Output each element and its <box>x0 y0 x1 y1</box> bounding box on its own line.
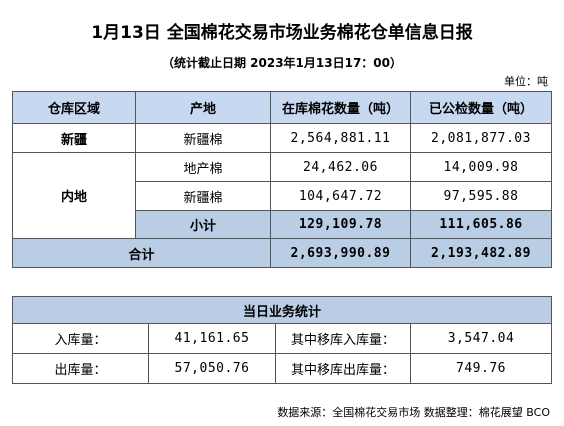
footer: 数据来源：全国棉花交易市场 数据整理：棉花展望 BCO <box>277 406 550 419</box>
origin-cell: 小计 <box>135 210 271 239</box>
total-value: 2,193,482.89 <box>410 238 552 268</box>
title: 1月13日 全国棉花交易市场业务棉花仓单信息日报 <box>91 23 473 43</box>
value-cell: 111,605.86 <box>410 210 552 239</box>
region-cell: 内地 <box>12 152 136 239</box>
unit: 单位：吨 <box>504 75 548 88</box>
region-cell: 新疆 <box>12 123 136 153</box>
value-cell: 2,081,877.03 <box>410 123 552 153</box>
daily-label: 出库量： <box>12 353 149 384</box>
subtitle: （统计截止日期 2023年1月13日17：00） <box>161 56 403 70</box>
value-cell: 97,595.88 <box>410 181 552 211</box>
value-cell: 2,564,881.11 <box>270 123 411 153</box>
value-cell: 104,647.72 <box>270 181 411 211</box>
daily-title: 当日业务统计 <box>12 296 552 324</box>
origin-cell: 新疆棉 <box>135 123 271 153</box>
daily-value: 57,050.76 <box>148 353 276 384</box>
column-header: 在库棉花数量（吨） <box>270 91 411 124</box>
total-value: 2,693,990.89 <box>270 238 411 268</box>
daily-label: 入库量： <box>12 323 149 354</box>
daily-value: 41,161.65 <box>148 323 276 354</box>
daily-label: 其中移库入库量： <box>275 323 411 354</box>
column-header: 产地 <box>135 91 271 124</box>
origin-cell: 新疆棉 <box>135 181 271 211</box>
value-cell: 24,462.06 <box>270 152 411 182</box>
daily-value: 749.76 <box>410 353 552 384</box>
daily-label: 其中移库出库量： <box>275 353 411 384</box>
daily-value: 3,547.04 <box>410 323 552 354</box>
value-cell: 129,109.78 <box>270 210 411 239</box>
column-header: 已公检数量（吨） <box>410 91 552 124</box>
origin-cell: 地产棉 <box>135 152 271 182</box>
value-cell: 14,009.98 <box>410 152 552 182</box>
column-header: 仓库区域 <box>12 91 136 124</box>
total-label: 合计 <box>12 238 271 268</box>
